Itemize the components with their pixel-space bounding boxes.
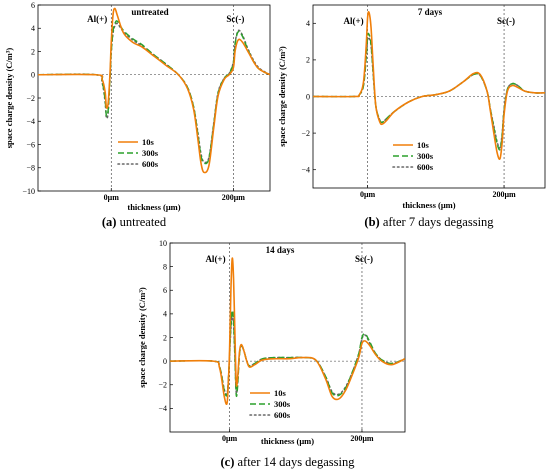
caption-text: after 14 days degassing [234, 455, 355, 469]
series-line-300s [170, 309, 405, 398]
x-tick-label: 200μm [222, 193, 246, 202]
annotation-cathode: Sc(-) [355, 254, 373, 264]
x-tick-label: 0μm [360, 190, 376, 199]
y-axis-label: space charge density (C/m³) [4, 48, 14, 149]
x-axis-label: thickness (μm) [127, 202, 180, 212]
x-axis-label: thickness (μm) [402, 200, 455, 210]
y-tick-label: −2 [26, 94, 35, 103]
panel-caption: (b) after 7 days degassing [364, 215, 494, 229]
y-tick-label: 4 [31, 24, 35, 33]
caption-prefix: (a) [102, 215, 117, 229]
y-tick-label: −4 [301, 166, 310, 175]
y-tick-label: −4 [158, 404, 167, 413]
legend-label-600s: 600s [417, 162, 434, 172]
annotation-cathode: Sc(-) [226, 14, 244, 24]
y-axis-label: space charge density (C/m³) [277, 46, 287, 147]
y-tick-label: 6 [163, 286, 167, 295]
legend-label-10s: 10s [417, 140, 430, 150]
chart-panel-0: −10 −8 −6 −4 −2 0 2 4 6 0μm 200μm thickness (μm) spa… [4, 1, 271, 229]
series-line-10s [313, 10, 545, 160]
x-tick-label: 0μm [222, 434, 238, 443]
y-tick-label: 0 [306, 92, 310, 101]
legend-label-10s: 10s [274, 388, 287, 398]
chart-title: 7 days [418, 7, 443, 17]
annotation-anode: Al(+) [205, 254, 225, 264]
caption-text: after 7 days degassing [380, 215, 495, 229]
y-tick-label: 0 [31, 71, 35, 80]
y-tick-label: 2 [306, 56, 310, 65]
legend-label-600s: 600s [142, 159, 159, 169]
y-tick-label: 6 [31, 1, 35, 10]
y-tick-label: 2 [163, 333, 167, 342]
legend-label-300s: 300s [417, 151, 434, 161]
annotation-cathode: Sc(-) [497, 16, 515, 26]
chart-panel-1: −4 −2 0 2 4 0μm 200μm thickness (μm) space charg… [277, 4, 546, 229]
annotation-anode: Al(+) [343, 16, 363, 26]
y-tick-label: 4 [163, 310, 167, 319]
legend-label-300s: 300s [274, 399, 291, 409]
y-axis-label: space charge density (C/m³) [137, 287, 147, 388]
legend-label-600s: 600s [274, 410, 291, 420]
y-tick-label: −2 [158, 381, 167, 390]
chart-panel-2: −4 −2 0 2 4 6 8 10 0μm 200μm thickness (μm) space c… [137, 239, 406, 469]
y-tick-label: 8 [163, 262, 167, 271]
x-tick-label: 200μm [492, 190, 516, 199]
panel-caption: (c) after 14 days degassing [221, 455, 356, 469]
series-line-300s [38, 20, 270, 165]
y-tick-label: −2 [301, 129, 310, 138]
y-tick-label: 4 [306, 19, 310, 28]
series-line-10s [170, 257, 405, 406]
y-tick-label: −6 [26, 140, 35, 149]
chart-title: 14 days [266, 245, 295, 255]
y-tick-label: −10 [22, 187, 35, 196]
x-tick-label: 200μm [350, 434, 374, 443]
panel-caption: (a) untreated [102, 215, 167, 229]
legend-label-300s: 300s [142, 148, 159, 158]
series-line-300s [313, 32, 545, 151]
x-axis-label: thickness (μm) [261, 436, 314, 446]
caption-prefix: (b) [364, 215, 379, 229]
legend-label-10s: 10s [142, 137, 155, 147]
y-tick-label: −4 [26, 117, 35, 126]
annotation-anode: Al(+) [87, 14, 107, 24]
y-tick-label: 10 [159, 239, 167, 248]
x-tick-label: 0μm [104, 193, 120, 202]
caption-prefix: (c) [221, 455, 235, 469]
series-line-600s [170, 314, 405, 396]
series-line-10s [38, 7, 270, 174]
series-line-600s [313, 36, 545, 149]
y-tick-label: 0 [163, 357, 167, 366]
caption-text: untreated [116, 215, 166, 229]
chart-title: untreated [131, 7, 168, 17]
y-tick-label: 2 [31, 47, 35, 56]
y-tick-label: −8 [26, 164, 35, 173]
